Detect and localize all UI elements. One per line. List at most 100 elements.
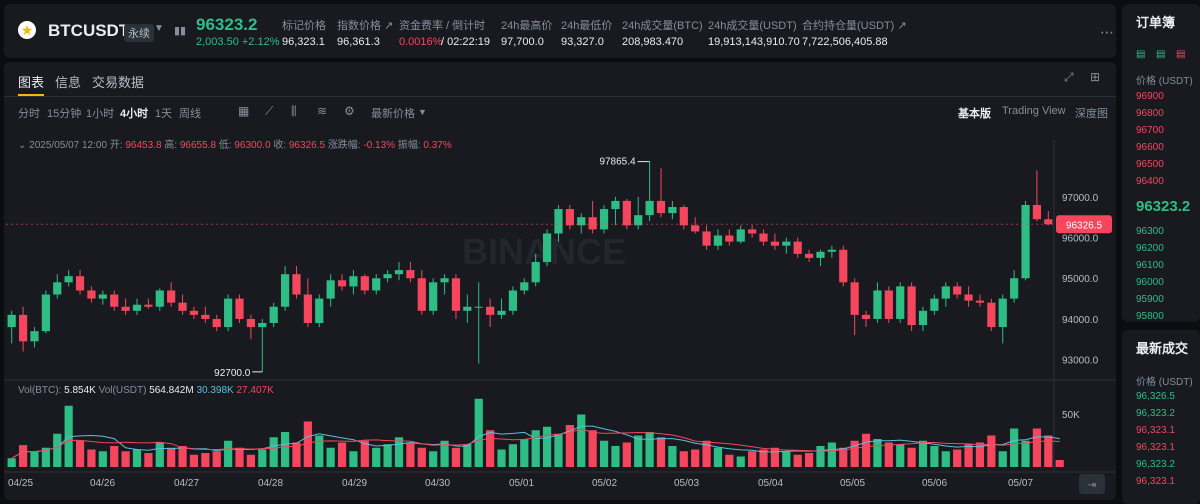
volume-bar [804, 453, 814, 467]
vol-usdt-label: Vol(USDT) [98, 385, 147, 396]
x-tick-label: 05/01 [509, 478, 534, 489]
orderbook-both-view-icon[interactable]: ▤ [1136, 49, 1146, 60]
candle-body [531, 261, 540, 283]
x-tick-label: 04/26 [90, 478, 115, 489]
collapse-chevron-icon[interactable]: ⌄ [18, 140, 27, 151]
bid-price[interactable]: 96300 [1136, 226, 1164, 237]
ticker-header: ★ BTCUSDT 永续 ▼ ▮▮ 96323.2 2,003.50 +2.12… [4, 4, 1116, 58]
volume-legend: Vol(BTC): 5.854K Vol(USDT) 564.842M 30.3… [18, 385, 274, 396]
calendar-icon[interactable]: ▦ [238, 104, 250, 118]
candle-body [645, 200, 654, 216]
ohlc-low: 96300.0 [234, 140, 271, 151]
settings-gear-icon[interactable]: ⚙ [344, 104, 355, 118]
stat-label-24h-low: 24h最低价 [561, 20, 613, 32]
volume-bar [224, 440, 233, 467]
ask-price[interactable]: 96900 [1136, 91, 1164, 102]
ohlc-open: 96453.8 [125, 140, 162, 151]
view-depth[interactable]: 深度图 [1075, 108, 1108, 120]
volume-bar [839, 447, 848, 467]
interval-time[interactable]: 分时 [18, 108, 40, 120]
view-tradingview[interactable]: Trading View [1002, 105, 1066, 117]
candle-body [189, 310, 199, 315]
x-tick-label: 05/03 [674, 478, 699, 489]
ask-price[interactable]: 96800 [1136, 108, 1164, 119]
volume-bar [907, 447, 916, 467]
stat-value-24h-volume-usdt: 19,913,143,910.70 [708, 36, 800, 48]
volume-bar [349, 451, 358, 467]
stat-label-index-price[interactable]: 指数价格 ↗ [337, 20, 394, 32]
trades-price-header: 价格 (USDT) [1136, 377, 1193, 388]
ask-price[interactable]: 96400 [1136, 176, 1164, 187]
volume-bar [884, 442, 893, 467]
x-tick-label: 04/28 [258, 478, 283, 489]
candle-body [964, 294, 973, 301]
volume-bar [337, 442, 347, 467]
volume-bar [770, 447, 780, 467]
tab-trading-data[interactable]: 交易数据 [92, 75, 145, 90]
volume-bar [7, 458, 16, 467]
candle-body [429, 282, 438, 311]
symbol-name[interactable]: BTCUSDT [48, 21, 130, 40]
ask-price[interactable]: 96500 [1136, 159, 1164, 170]
interval-4h[interactable]: 4小时 [120, 108, 149, 120]
ask-price[interactable]: 96600 [1136, 142, 1164, 153]
interval-1w[interactable]: 周线 [179, 108, 201, 120]
volume-bar [201, 453, 210, 467]
stat-label-open-interest[interactable]: 合约持仓量(USDT) ↗ [802, 20, 907, 32]
interval-1h[interactable]: 1小时 [86, 108, 115, 120]
price-change: 2,003.50 +2.12% [196, 36, 280, 48]
stat-label-24h-volume-btc: 24h成交量(BTC) [622, 20, 703, 32]
volume-bar [634, 435, 643, 467]
candle-body [941, 286, 950, 299]
stat-label-24h-volume-usdt: 24h成交量(USDT) [708, 20, 797, 32]
bid-price[interactable]: 96100 [1136, 260, 1164, 271]
candle-body [7, 314, 16, 328]
ohlc-low-label: 低: [218, 140, 232, 151]
volume-bar [394, 437, 404, 467]
bid-price[interactable]: 95900 [1136, 294, 1164, 305]
price-mode-select[interactable]: 最新价格 [371, 108, 415, 120]
interval-15m[interactable]: 15分钟 [47, 108, 82, 120]
candle-body [417, 278, 426, 311]
ask-price[interactable]: 96700 [1136, 125, 1164, 136]
bar-chart-icon[interactable]: ▮▮ [174, 25, 187, 37]
view-basic[interactable]: 基本版 [958, 108, 991, 120]
volume-bar [816, 446, 825, 467]
scroll-latest-icon[interactable]: ⇥ [1088, 480, 1096, 491]
more-menu-icon[interactable]: ⋯ [1100, 24, 1114, 40]
tab-info[interactable]: 信息 [55, 75, 82, 90]
orderbook-bids-view-icon[interactable]: ▤ [1156, 49, 1166, 60]
scroll-latest-button[interactable] [1079, 474, 1105, 494]
interval-1d[interactable]: 1天 [155, 108, 173, 120]
x-tick-label: 05/05 [840, 478, 865, 489]
volume-bar [98, 451, 107, 467]
candle-body [827, 249, 836, 252]
candle-body [155, 290, 164, 307]
layout-grid-icon[interactable]: ⊞ [1090, 70, 1101, 84]
indicator-icon[interactable]: ⟋ [265, 104, 274, 118]
bid-price[interactable]: 96000 [1136, 277, 1164, 288]
expand-icon[interactable]: ⤢ [1064, 70, 1074, 84]
candle-body [770, 241, 780, 246]
volume-bar [1055, 460, 1064, 467]
favorite-star-icon[interactable]: ★ [18, 21, 36, 39]
chevron-down-icon[interactable]: ▼ [418, 107, 427, 117]
vol-ma1-value: 30.398K [196, 385, 234, 396]
stat-value-open-interest: 7,722,506,405.88 [802, 36, 888, 48]
tab-chart[interactable]: 图表 [18, 75, 45, 90]
symbol-dropdown-chevron-down-icon[interactable]: ▼ [154, 23, 164, 34]
volume-bar [280, 432, 290, 467]
bid-price[interactable]: 96200 [1136, 243, 1164, 254]
stat-value-24h-volume-btc: 208,983.470 [622, 36, 684, 48]
volume-bar [189, 454, 199, 467]
candle-body [577, 217, 586, 226]
candlestick-chart[interactable]: BINANCE 97000.096000.095000.094000.09300… [4, 62, 1116, 500]
candle-body [998, 298, 1007, 328]
orderbook-asks-view-icon[interactable]: ▤ [1176, 49, 1186, 60]
trade-row-price: 96,326.5 [1136, 391, 1175, 402]
volume-bar [998, 451, 1007, 467]
candle-type-icon[interactable]: ⫼ [291, 104, 297, 118]
bid-price[interactable]: 95800 [1136, 311, 1164, 322]
drawing-icon[interactable]: ≋ [317, 104, 328, 118]
vol-btc-label: Vol(BTC): [18, 385, 62, 396]
